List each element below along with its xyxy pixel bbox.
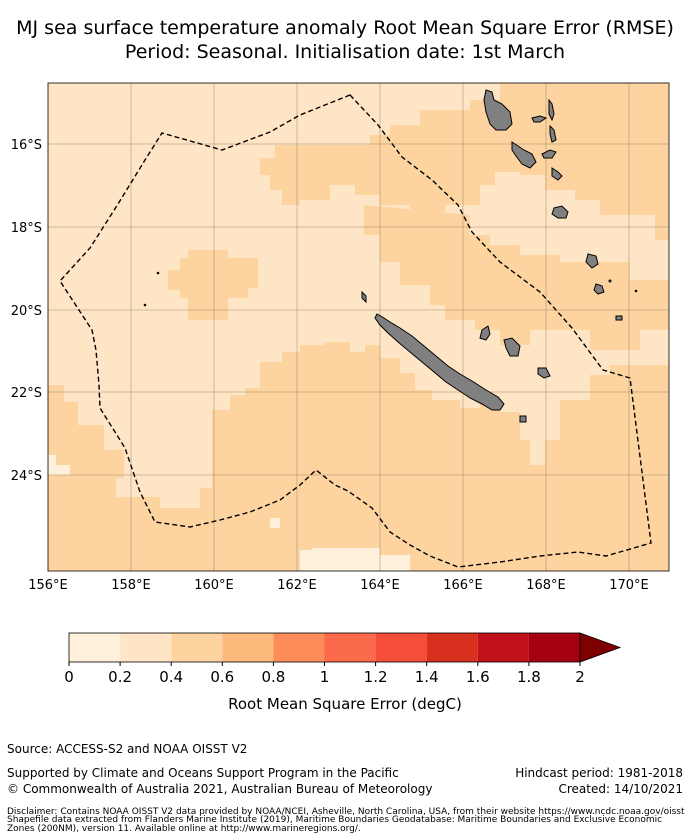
colorbar-tick-label: 0.8 [261, 668, 285, 686]
latitude-axis: 16°S 18°S 20°S 22°S 24°S [11, 138, 42, 484]
rmse-band-0-0.2-west-edge [48, 455, 70, 475]
colorbar-segment [426, 633, 478, 662]
lat-tick-label: 24°S [11, 469, 42, 484]
vanuatu-aneityum-island [593, 283, 605, 295]
colorbar-segment [528, 633, 580, 662]
land-masses [143, 89, 638, 423]
vanuatu-erromango-island [551, 205, 569, 219]
colorbar-segment [69, 633, 121, 662]
lon-tick-label: 166°E [443, 578, 483, 593]
colorbar-segment [222, 633, 274, 662]
small-island-far-east [608, 279, 612, 283]
rmse-band-0.4-0.6-east [364, 205, 669, 350]
disclaimer-line-3: Zones (200NM), version 11. Available onl… [7, 824, 361, 834]
vanuatu-ambae-island [531, 115, 548, 123]
rmse-band-0-0.2-south [300, 548, 410, 571]
belep-islands [361, 290, 367, 304]
lon-tick-label: 162°E [277, 578, 317, 593]
source-text: Source: ACCESS-S2 and NOAA OISST V2 [7, 742, 248, 756]
lat-tick-label: 20°S [11, 304, 42, 319]
vanuatu-ambrym-island [541, 149, 557, 159]
hindcast-period-text: Hindcast period: 1981-2018 [515, 766, 683, 780]
loyalty-mare-island [537, 367, 551, 379]
colorbar-tick-label: 1 [320, 668, 330, 686]
loyalty-lifou-island [503, 337, 521, 357]
lat-tick-label: 16°S [11, 138, 42, 153]
map-frame [47, 82, 670, 572]
vanuatu-malekula-island [511, 141, 537, 169]
disclaimer-line-1: Disclaimer: Contains NOAA OISST V2 data … [7, 807, 685, 817]
colorbar-segment [171, 633, 223, 662]
colorbar-segment [477, 633, 529, 662]
colorbar-tick-label: 0.4 [159, 668, 183, 686]
rmse-band-0.4-0.6-south [48, 342, 669, 571]
map-gridlines [48, 83, 669, 571]
colorbar-segment [273, 633, 325, 662]
lon-tick-label: 164°E [360, 578, 400, 593]
copyright-text: © Commonwealth of Australia 2021, Austra… [7, 782, 433, 796]
lon-tick-label: 156°E [28, 578, 68, 593]
vanuatu-efate-island [551, 167, 563, 181]
colorbar-tick-label: 0.2 [108, 668, 132, 686]
small-island-east [634, 289, 638, 293]
lat-tick-label: 22°S [11, 386, 42, 401]
colorbar-segment [324, 633, 376, 662]
colorbar-tick-label: 1.6 [466, 668, 490, 686]
colorbar-extend-arrow [579, 632, 622, 663]
map-title: MJ sea surface temperature anomaly Root … [16, 19, 674, 38]
vanuatu-espiritu-santo-island [483, 89, 513, 131]
eez-boundary-dashed-line [59, 94, 652, 568]
vanuatu-maewo-island [549, 124, 557, 143]
lon-tick-label: 160°E [194, 578, 234, 593]
lon-tick-label: 170°E [609, 578, 649, 593]
colorbar: 0 0.2 0.4 0.6 0.8 1 1.2 1.4 1.6 1.8 2 [64, 632, 622, 686]
rmse-band-0-0.2-patch [270, 518, 280, 528]
matthew-hunter-island [519, 415, 527, 423]
colorbar-tick-label: 0.6 [210, 668, 234, 686]
lat-tick-label: 18°S [11, 221, 42, 236]
colorbar-segment [120, 633, 172, 662]
support-text: Supported by Climate and Oceans Support … [7, 766, 399, 780]
colorbar-tick-label: 1.8 [517, 668, 541, 686]
vanuatu-tanna-island [585, 253, 599, 269]
map-subtitle: Period: Seasonal. Initialisation date: 1… [124, 43, 566, 62]
vanuatu-pentecost-island [548, 98, 555, 122]
colorbar-tick-label: 1.4 [415, 668, 439, 686]
new-caledonia-island [374, 313, 505, 411]
small-island-south-vanuatu [615, 315, 623, 321]
rmse-band-0.4-0.6-west [168, 250, 258, 320]
rmse-band-0.4-0.6-northeast [260, 83, 669, 240]
disclaimer-line-2: Shapefile data extracted from Flanders M… [7, 815, 663, 825]
lon-tick-label: 158°E [111, 578, 151, 593]
longitude-axis: 156°E 158°E 160°E 162°E 164°E 166°E 168°… [28, 578, 649, 593]
colorbar-tick-label: 0 [64, 668, 74, 686]
loyalty-ouvea-island [479, 325, 491, 341]
colorbar-tick-label: 1.2 [364, 668, 388, 686]
rmse-map [47, 82, 670, 572]
lon-tick-label: 168°E [526, 578, 566, 593]
colorbar-segment [375, 633, 427, 662]
small-island-west-2 [156, 271, 160, 275]
colorbar-tick-label: 2 [575, 668, 585, 686]
created-date-text: Created: 14/10/2021 [558, 782, 683, 796]
colorbar-label: Root Mean Square Error (degC) [228, 695, 462, 713]
small-island-west-1 [143, 303, 147, 307]
